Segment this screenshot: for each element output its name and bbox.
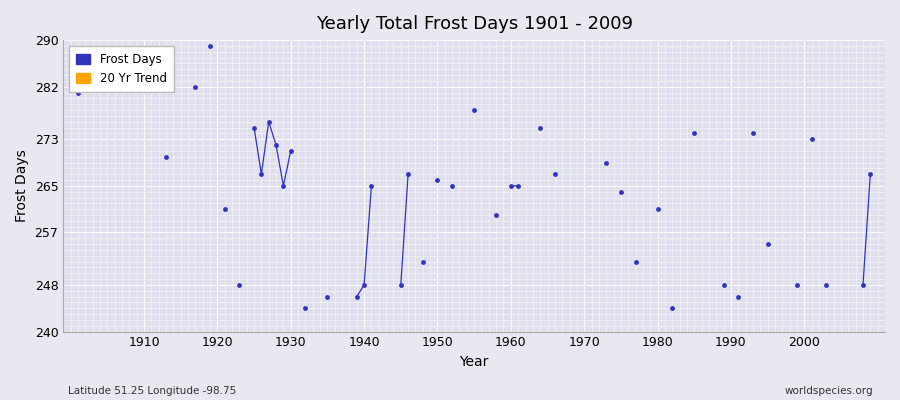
Point [202, 43, 217, 49]
Point [614, 188, 628, 195]
Point [262, 118, 276, 125]
Point [547, 171, 562, 177]
Point [716, 282, 731, 288]
Point [760, 241, 775, 247]
Point [819, 282, 833, 288]
Point [489, 212, 503, 218]
Point [269, 142, 284, 148]
Point [218, 206, 232, 212]
Point [416, 258, 430, 265]
Point [357, 282, 372, 288]
Point [430, 177, 445, 183]
Title: Yearly Total Frost Days 1901 - 2009: Yearly Total Frost Days 1901 - 2009 [316, 15, 633, 33]
Point [254, 171, 268, 177]
Point [731, 294, 745, 300]
X-axis label: Year: Year [460, 355, 489, 369]
Point [790, 282, 805, 288]
Point [856, 282, 870, 288]
Point [628, 258, 643, 265]
Point [746, 130, 760, 136]
Point [651, 206, 665, 212]
Point [247, 124, 261, 131]
Point [115, 78, 130, 84]
Point [511, 183, 526, 189]
Point [364, 183, 379, 189]
Text: worldspecies.org: worldspecies.org [785, 386, 873, 396]
Point [71, 89, 86, 96]
Point [504, 183, 518, 189]
Point [445, 183, 459, 189]
Point [188, 84, 202, 90]
Point [158, 154, 173, 160]
Point [393, 282, 408, 288]
Point [298, 305, 312, 312]
Point [599, 159, 614, 166]
Point [232, 282, 247, 288]
Point [467, 107, 482, 113]
Point [805, 136, 819, 142]
Point [349, 294, 364, 300]
Point [276, 183, 291, 189]
Point [284, 148, 298, 154]
Point [665, 305, 680, 312]
Point [687, 130, 701, 136]
Point [320, 294, 335, 300]
Y-axis label: Frost Days: Frost Days [15, 150, 29, 222]
Point [400, 171, 415, 177]
Point [533, 124, 547, 131]
Text: Latitude 51.25 Longitude -98.75: Latitude 51.25 Longitude -98.75 [68, 386, 236, 396]
Legend: Frost Days, 20 Yr Trend: Frost Days, 20 Yr Trend [69, 46, 174, 92]
Point [863, 171, 878, 177]
